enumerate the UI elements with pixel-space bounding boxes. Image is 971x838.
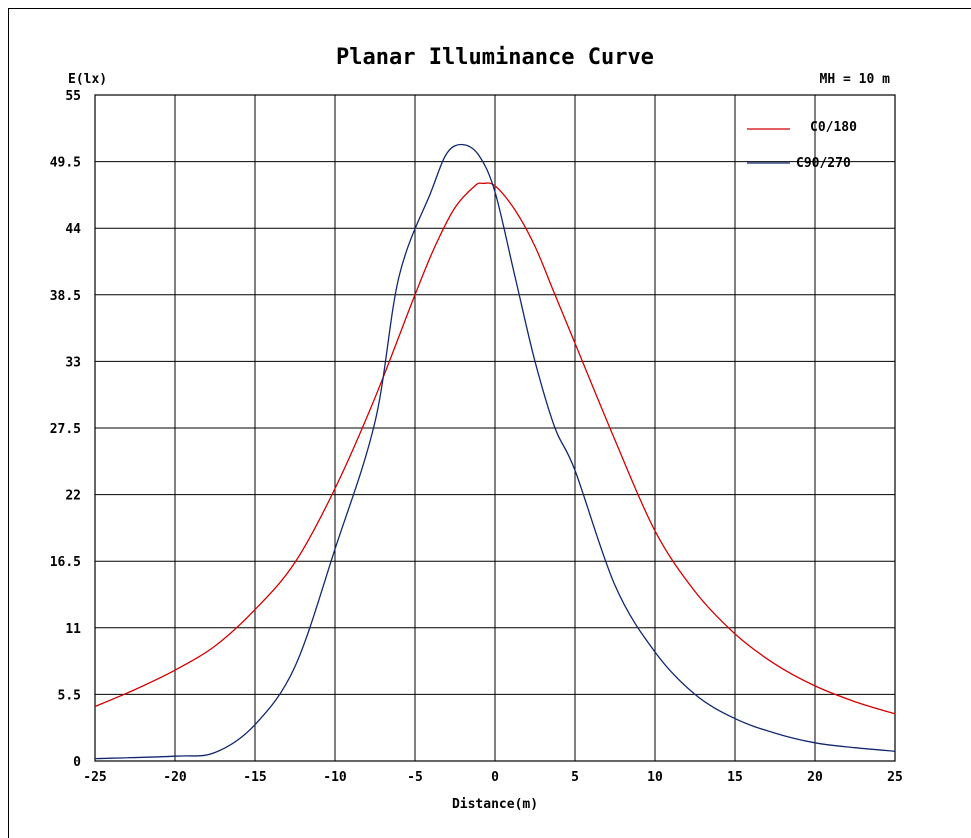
y-tick-label: 5.5 xyxy=(58,688,81,703)
tick-labels: -25 -20 -15 -10 -5 0 5 10 15 20 25 0 5.5 11 16.5 22 27.5… xyxy=(50,89,903,785)
chart-title: Planar Illuminance Curve xyxy=(336,45,654,70)
series-line-c0-180 xyxy=(94,182,896,715)
x-tick-label: -20 xyxy=(163,770,187,785)
y-tick-label: 44 xyxy=(65,222,81,237)
series-line-c90-270 xyxy=(94,143,896,760)
y-tick-label: 27.5 xyxy=(50,422,81,437)
y-tick-label: 49.5 xyxy=(50,156,81,171)
mounting-height-annotation: MH = 10 m xyxy=(820,72,891,87)
x-tick-label: -15 xyxy=(243,770,266,785)
x-tick-label: 25 xyxy=(887,770,903,785)
y-axis-label: E(lx) xyxy=(68,72,107,87)
plot-border xyxy=(94,94,896,762)
legend-label-c0-180: C0/180 xyxy=(810,120,857,135)
x-tick-label: 0 xyxy=(491,770,499,785)
x-tick-label: 5 xyxy=(571,770,579,785)
grid xyxy=(94,94,896,762)
y-tick-label: 22 xyxy=(65,489,81,504)
x-tick-label: -5 xyxy=(407,770,423,785)
x-tick-label: 10 xyxy=(647,770,663,785)
legend-label-c90-270: C90/270 xyxy=(796,156,851,171)
legend: C0/180 C90/270 xyxy=(747,120,857,171)
x-axis-label: Distance(m) xyxy=(452,797,538,812)
series-lines xyxy=(94,143,896,760)
x-tick-label: -25 xyxy=(83,770,106,785)
y-tick-label: 11 xyxy=(65,622,81,637)
y-tick-label: 55 xyxy=(65,89,81,104)
y-tick-label: 16.5 xyxy=(50,555,81,570)
y-tick-label: 0 xyxy=(73,755,81,770)
x-tick-label: 15 xyxy=(727,770,743,785)
y-tick-label: 38.5 xyxy=(50,289,81,304)
x-tick-label: -10 xyxy=(323,770,347,785)
chart-frame xyxy=(8,8,971,838)
x-tick-label: 20 xyxy=(807,770,823,785)
y-tick-label: 33 xyxy=(65,355,81,370)
